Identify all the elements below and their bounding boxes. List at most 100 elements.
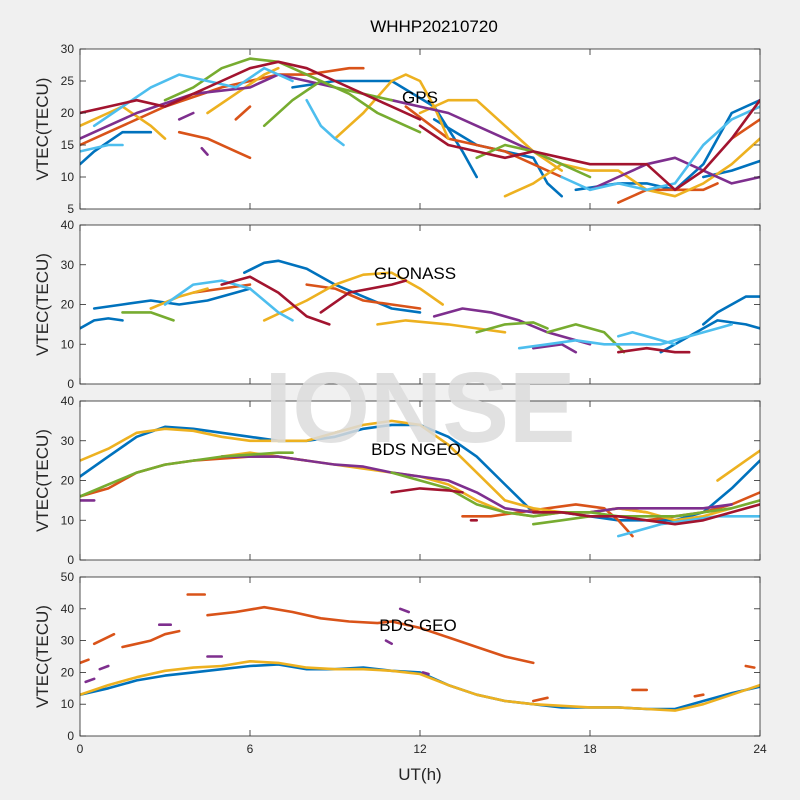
- series-line: [163, 279, 294, 322]
- panel-1: 0 10 20 30 40 VTEC(TECU) GLONASS: [33, 218, 761, 391]
- panel-2: 0 10 20 30 40 VTEC(TECU) BDS NGEO: [33, 394, 761, 567]
- plot-area: [80, 225, 760, 384]
- y-tick-label: 20: [61, 298, 75, 312]
- series-line: [220, 275, 331, 326]
- x-tick-label: 24: [753, 742, 767, 756]
- series-line: [421, 671, 430, 676]
- x-tick-label: 18: [583, 742, 597, 756]
- series-line: [560, 105, 760, 192]
- y-tick-label: 30: [61, 434, 75, 448]
- y-axis-label: VTEC(TECU): [33, 429, 52, 532]
- series-line: [305, 283, 422, 310]
- y-tick-label: 20: [61, 474, 75, 488]
- panel-label: GLONASS: [374, 264, 456, 283]
- y-axis-label: VTEC(TECU): [33, 253, 52, 356]
- series-group: [80, 259, 760, 354]
- y-tick-label: 10: [61, 337, 75, 351]
- series-line: [84, 677, 96, 684]
- y-tick-label: 10: [61, 513, 75, 527]
- panels-group: 5 10 15 20 25 30 VTEC(TECU) GPS 0 10 20 30 40 VTEC(TE…: [33, 42, 767, 756]
- series-line: [80, 66, 365, 147]
- y-tick-label: 10: [61, 697, 75, 711]
- series-line: [532, 503, 760, 526]
- series-line: [503, 137, 760, 198]
- y-tick-label: 30: [61, 634, 75, 648]
- series-line: [80, 660, 760, 712]
- series-line: [262, 79, 422, 134]
- plot-area: [80, 577, 760, 736]
- series-line: [532, 343, 578, 354]
- series-line: [177, 130, 252, 160]
- panel-label: BDS GEO: [379, 616, 456, 635]
- x-tick-label: 6: [247, 742, 254, 756]
- y-tick-label: 15: [61, 138, 75, 152]
- series-line: [617, 346, 691, 354]
- panel-0: 5 10 15 20 25 30 VTEC(TECU) GPS: [33, 42, 761, 216]
- x-tick-label: 0: [77, 742, 84, 756]
- series-line: [588, 156, 760, 192]
- series-line: [319, 279, 408, 314]
- series-line: [121, 629, 181, 649]
- series-line: [121, 311, 175, 322]
- y-tick-label: 40: [61, 394, 75, 408]
- series-line: [92, 287, 252, 310]
- series-line: [716, 449, 760, 482]
- series-line: [98, 664, 110, 671]
- series-line: [617, 331, 677, 346]
- x-axis-label: UT(h): [398, 765, 441, 784]
- series-line: [92, 632, 116, 646]
- y-axis-label: VTEC(TECU): [33, 78, 52, 181]
- y-tick-label: 50: [61, 570, 75, 584]
- series-line: [398, 607, 410, 614]
- y-tick-label: 5: [67, 202, 74, 216]
- series-line: [390, 487, 464, 494]
- x-tick-label: 12: [413, 742, 427, 756]
- series-group: [80, 593, 760, 712]
- figure-title: WHHP20210720: [370, 17, 498, 36]
- series-line: [80, 658, 90, 665]
- series-line: [149, 287, 209, 310]
- y-tick-label: 20: [61, 106, 75, 120]
- panel-label: BDS NGEO: [371, 440, 461, 459]
- series-line: [532, 696, 549, 703]
- series-line: [475, 321, 549, 334]
- series-line: [404, 105, 563, 179]
- series-group: [80, 57, 760, 204]
- series-line: [517, 323, 733, 350]
- series-line: [220, 455, 733, 514]
- y-tick-label: 30: [61, 258, 75, 272]
- series-line: [305, 98, 345, 147]
- series-line: [384, 639, 393, 646]
- series-line: [80, 317, 124, 330]
- y-tick-label: 30: [61, 42, 75, 56]
- series-line: [80, 73, 337, 140]
- series-line: [461, 503, 634, 538]
- series-line: [262, 271, 444, 322]
- series-line: [617, 515, 760, 538]
- series-line: [532, 515, 592, 526]
- series-line: [177, 111, 195, 121]
- series-line: [200, 146, 209, 156]
- series-line: [702, 295, 760, 326]
- series-line: [234, 105, 252, 121]
- y-tick-label: 20: [61, 665, 75, 679]
- series-line: [418, 98, 760, 192]
- series-line: [80, 143, 124, 153]
- y-axis-label: VTEC(TECU): [33, 605, 52, 708]
- series-line: [693, 693, 705, 698]
- series-line: [80, 60, 422, 121]
- series-line: [744, 664, 756, 669]
- y-tick-label: 0: [67, 377, 74, 391]
- series-line: [659, 319, 760, 354]
- y-tick-label: 40: [61, 602, 75, 616]
- y-tick-label: 25: [61, 74, 75, 88]
- series-line: [291, 79, 478, 179]
- panel-label: GPS: [402, 88, 438, 107]
- y-tick-label: 10: [61, 170, 75, 184]
- series-line: [206, 605, 535, 665]
- watermark: IONSE: [264, 352, 575, 464]
- y-tick-label: 0: [67, 553, 74, 567]
- series-line: [730, 118, 760, 140]
- y-tick-label: 40: [61, 218, 75, 232]
